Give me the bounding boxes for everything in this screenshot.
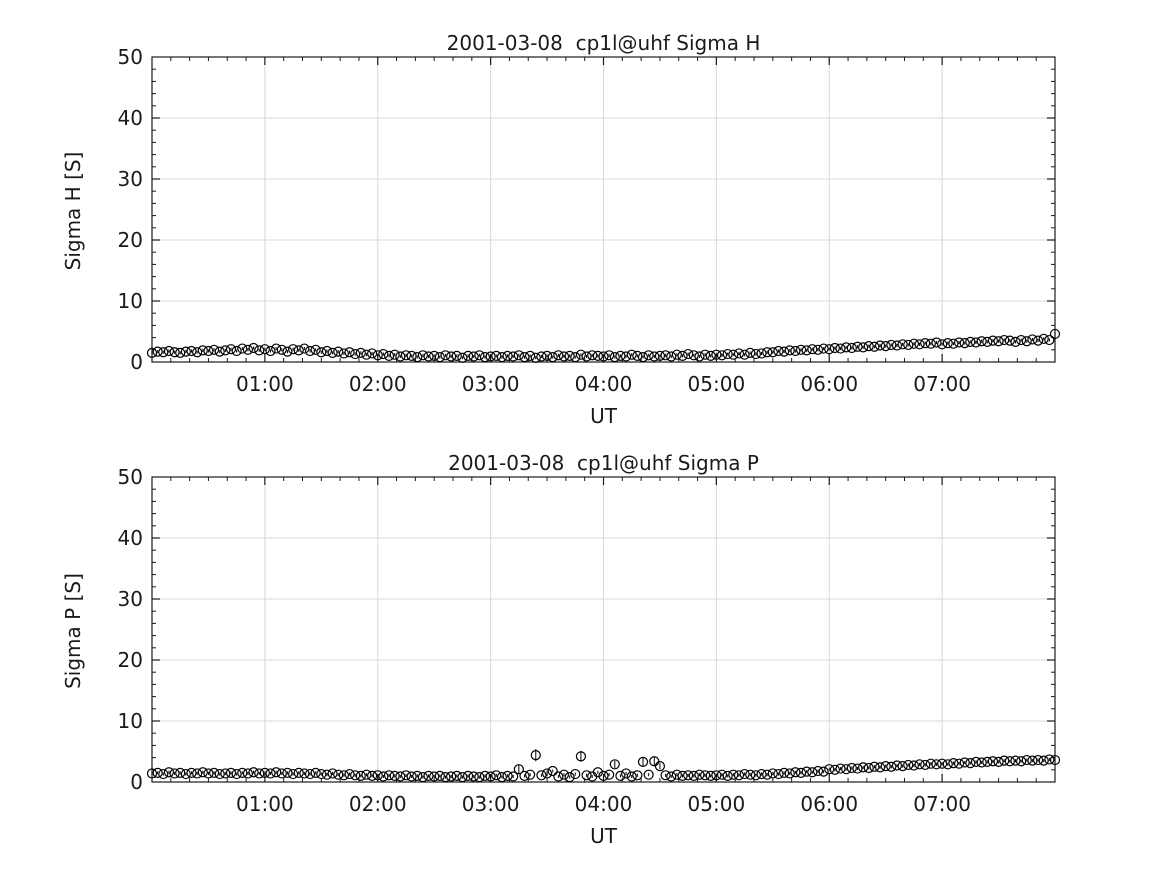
error-bars (151, 749, 1056, 779)
x-axis-label-ut-top: UT (590, 404, 617, 428)
chart-title-sigma-h: 2001-03-08 cp1l@uhf Sigma H (446, 31, 761, 55)
sigma-h-plot (146, 56, 1061, 363)
tick-marks (152, 57, 1055, 362)
x-tick-label: 06:00 (800, 372, 859, 396)
x-tick-label: 07:00 (913, 372, 971, 396)
x-tick-label: 01:00 (236, 792, 294, 816)
y-tick-label: 0 (130, 770, 143, 794)
y-tick-label: 10 (117, 709, 143, 733)
error-bars (151, 331, 1056, 360)
y-tick-label: 30 (117, 587, 143, 611)
grid-lines (152, 57, 1055, 362)
x-tick-label: 02:00 (348, 372, 407, 396)
y-tick-label: 20 (117, 228, 143, 252)
sigma-p-plot (146, 476, 1061, 783)
x-tick-label: 03:00 (461, 372, 520, 396)
x-tick-label: 07:00 (913, 792, 971, 816)
y-tick-label: 30 (117, 167, 143, 191)
y-tick-label: 0 (130, 350, 143, 374)
x-axis-label-ut-bottom: UT (590, 824, 617, 848)
x-tick-label: 04:00 (574, 792, 633, 816)
chart-title-sigma-p: 2001-03-08 cp1l@uhf Sigma P (448, 451, 759, 475)
x-tick-label: 03:00 (461, 792, 520, 816)
data-points (146, 328, 1061, 363)
y-tick-label: 20 (117, 648, 143, 672)
y-tick-label: 50 (117, 465, 143, 489)
y-tick-label: 40 (117, 526, 143, 550)
y-tick-label: 10 (117, 289, 143, 313)
tick-marks (152, 477, 1055, 782)
x-tick-label: 05:00 (687, 372, 746, 396)
data-points (146, 750, 1061, 783)
grid-lines (152, 477, 1055, 782)
y-tick-label: 40 (117, 106, 143, 130)
x-tick-label: 01:00 (236, 372, 294, 396)
x-tick-label: 06:00 (800, 792, 859, 816)
y-tick-label: 50 (117, 45, 143, 69)
x-tick-label: 02:00 (348, 792, 407, 816)
x-tick-label: 05:00 (687, 792, 746, 816)
x-tick-label: 04:00 (574, 372, 633, 396)
